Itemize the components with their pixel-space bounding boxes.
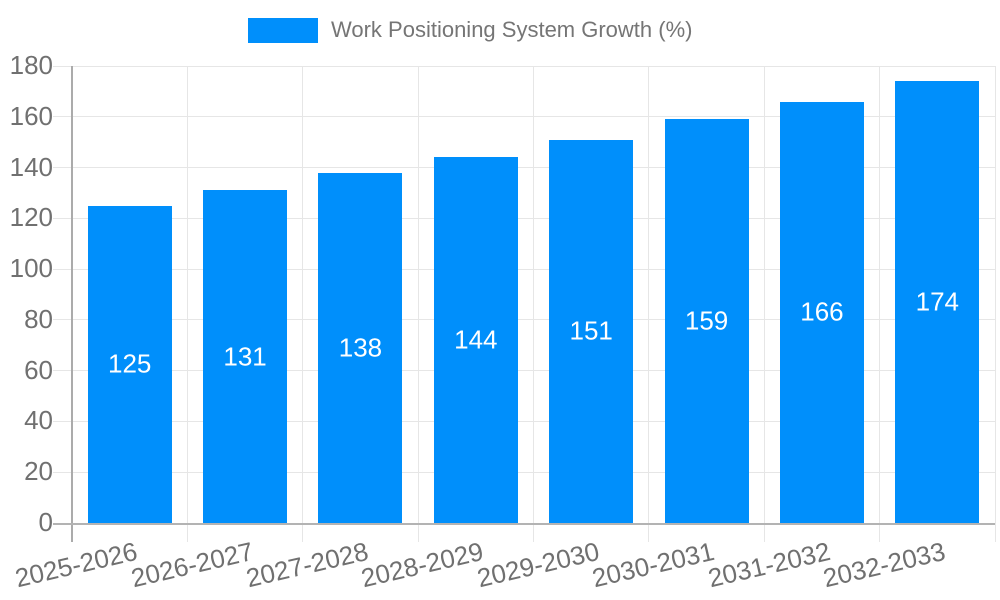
y-grid-line	[53, 65, 995, 67]
bar-value-label: 125	[107, 348, 152, 379]
y-tick-label: 180	[9, 49, 53, 80]
x-tick-label: 2031-2032	[704, 536, 833, 594]
x-tick-label: 2025-2026	[12, 536, 141, 594]
bar-value-label: 144	[454, 324, 498, 355]
bar-value-label: 131	[223, 341, 267, 372]
y-grid-line	[53, 319, 995, 321]
bar[interactable]	[895, 81, 980, 523]
legend-label: Work Positioning System Growth (%)	[331, 17, 693, 42]
bar[interactable]	[318, 172, 403, 523]
y-tick-label: 20	[24, 456, 53, 487]
x-tick-label: 2028-2029	[358, 536, 487, 594]
y-tick-label: 80	[24, 303, 53, 334]
y-grid-line	[53, 471, 995, 473]
legend-item[interactable]: Work Positioning System Growth (%)	[248, 17, 692, 43]
y-grid-line	[53, 217, 995, 219]
bar[interactable]	[433, 157, 518, 523]
x-grid-line	[302, 66, 304, 542]
bar[interactable]	[203, 190, 288, 523]
x-grid-line	[186, 66, 188, 542]
x-tick-label: 2029-2030	[474, 536, 602, 594]
y-grid-line	[53, 420, 995, 422]
bar-value-label: 174	[915, 286, 960, 317]
x-grid-line	[533, 66, 534, 542]
x-grid-line	[417, 66, 419, 542]
y-grid-line	[53, 116, 995, 118]
x-tick-label: 2032-2033	[820, 536, 949, 594]
x-grid-line	[763, 66, 765, 542]
bar-value-label: 138	[338, 332, 383, 363]
bar-value-label: 159	[684, 305, 729, 336]
x-grid-line	[648, 66, 650, 542]
y-tick-label: 120	[9, 202, 53, 233]
y-tick-label: 40	[24, 405, 53, 436]
x-axis-line	[53, 523, 995, 525]
y-grid-line	[53, 268, 995, 270]
x-tick-label: 2027-2028	[243, 536, 372, 594]
bar[interactable]	[87, 205, 172, 523]
x-tick-label: 2030-2031	[589, 536, 718, 594]
y-grid-line	[53, 167, 995, 169]
bar[interactable]	[664, 119, 749, 523]
x-tick-label: 2026-2027	[127, 536, 256, 594]
y-tick-label: 60	[24, 354, 53, 385]
x-grid-line	[879, 66, 881, 542]
y-axis-line	[71, 66, 73, 542]
x-grid-line	[994, 66, 996, 542]
bar-value-label: 166	[800, 296, 844, 327]
y-tick-label: 160	[9, 100, 53, 131]
legend-swatch-icon	[248, 17, 318, 43]
bar[interactable]	[549, 139, 634, 523]
y-grid-line	[53, 370, 995, 372]
y-tick-label: 100	[9, 252, 53, 283]
y-tick-label: 140	[9, 151, 53, 182]
bar[interactable]	[779, 101, 864, 523]
y-tick-label: 0	[38, 506, 53, 537]
bar-value-label: 151	[569, 315, 613, 346]
